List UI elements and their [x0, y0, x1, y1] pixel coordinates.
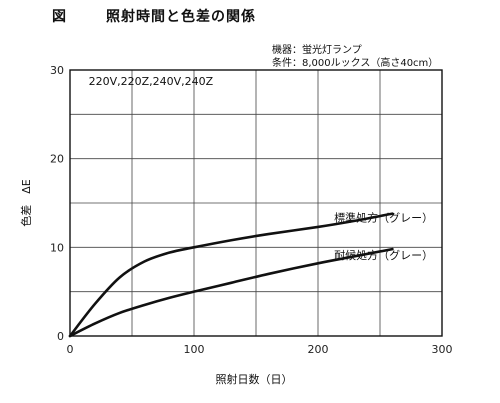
- y-tick-label: 10: [50, 241, 64, 254]
- conditions-block: 機器：蛍光灯ランプ 条件：8,000ルックス（高さ40cm）: [272, 44, 438, 70]
- figure-label: 図: [52, 9, 67, 25]
- series-line-standard: [68, 212, 394, 338]
- y-axis-title: 色差 ΔE: [19, 179, 33, 227]
- condition-illuminance: 条件：8,000ルックス（高さ40cm）: [272, 58, 439, 69]
- series-line-weather: [68, 247, 394, 338]
- y-tick-label: 0: [57, 330, 64, 343]
- x-tick-label: 0: [67, 343, 74, 356]
- series-label-weather: 耐候処方（グレー）: [334, 248, 433, 262]
- y-tick-label: 30: [50, 64, 64, 77]
- x-tick-label: 300: [432, 343, 453, 356]
- model-annotation: 220V,220Z,240V,240Z: [89, 75, 214, 88]
- series-label-standard: 標準処方（グレー）: [334, 211, 433, 225]
- figure-title-text: 照射時間と色差の関係: [106, 9, 256, 25]
- figure-title: 図 照射時間と色差の関係: [52, 6, 256, 26]
- x-tick-label: 100: [184, 343, 205, 356]
- x-tick-label: 200: [308, 343, 329, 356]
- condition-equipment: 機器：蛍光灯ランプ: [272, 45, 362, 56]
- x-axis-title: 照射日数（日）: [216, 372, 293, 386]
- y-tick-label: 20: [50, 153, 64, 166]
- plot-frame: [69, 69, 443, 337]
